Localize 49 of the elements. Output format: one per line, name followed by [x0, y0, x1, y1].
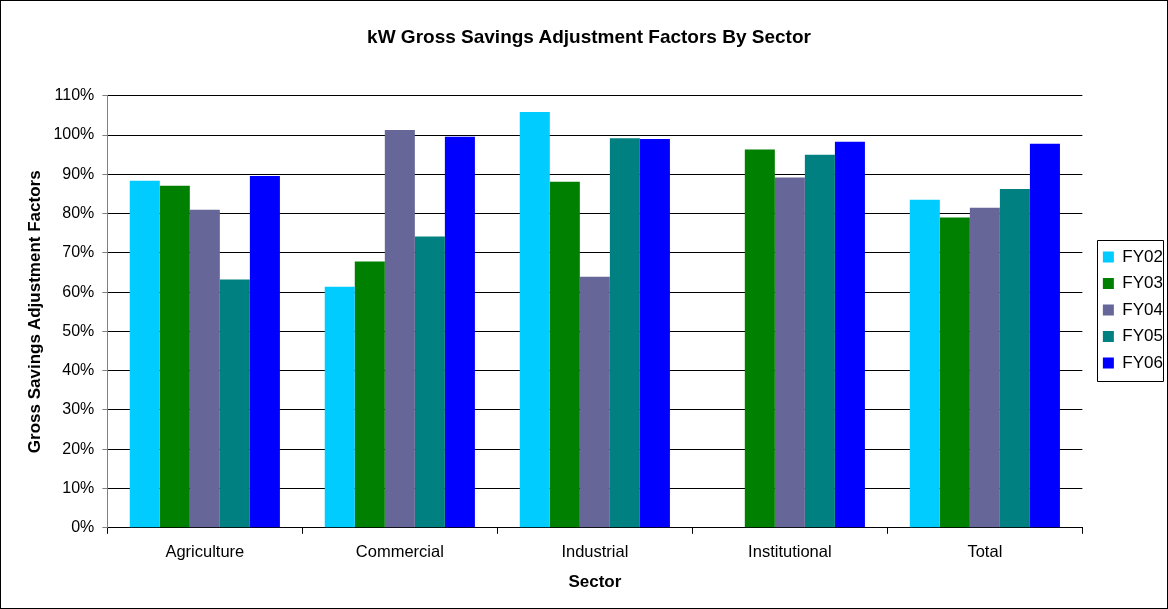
x-tick-label: Industrial: [561, 542, 629, 561]
bar: [969, 207, 1000, 528]
bar: [519, 111, 550, 528]
y-tick-label: 40%: [62, 361, 95, 379]
bar: [324, 286, 355, 528]
bar: [999, 188, 1030, 528]
bar: [804, 154, 835, 528]
x-tick-label: Total: [967, 542, 1003, 561]
legend-label: FY02: [1122, 246, 1164, 266]
legend-label: FY06: [1122, 352, 1164, 372]
y-tick-label: 110%: [54, 86, 95, 104]
legend-label: FY03: [1122, 273, 1164, 293]
bar: [834, 141, 865, 528]
bar: [249, 175, 280, 528]
y-tick-label: 0%: [71, 518, 95, 536]
bar: [159, 185, 190, 528]
y-tick-label: 70%: [62, 243, 95, 261]
x-tick-label: Institutional: [748, 542, 832, 561]
bar: [354, 261, 385, 528]
y-tick-label: 80%: [62, 204, 95, 222]
bar: [549, 181, 580, 528]
bar: [744, 149, 775, 528]
bar: [1029, 143, 1060, 528]
x-axis-title: Sector: [568, 572, 622, 592]
legend-label: FY04: [1122, 299, 1164, 319]
x-tick-label: Agriculture: [165, 542, 245, 561]
bar: [414, 236, 445, 528]
bar: [189, 209, 220, 528]
chart-title: kW Gross Savings Adjustment Factors By Sector: [367, 25, 812, 47]
bar: [774, 177, 805, 528]
bar: [939, 217, 970, 528]
bar: [384, 129, 415, 528]
bar: [909, 199, 940, 528]
bar: [639, 139, 670, 528]
bar: [129, 180, 160, 528]
y-tick-label: 20%: [62, 439, 95, 457]
bar: [579, 276, 610, 528]
y-tick-label: 60%: [62, 282, 95, 300]
bar: [444, 136, 475, 528]
y-axis-title: Gross Savings Adjustment Factors: [24, 170, 44, 454]
x-tick-label: Commercial: [355, 542, 444, 561]
legend-label: FY05: [1122, 326, 1164, 346]
y-tick-label: 10%: [62, 478, 95, 496]
y-tick-label: 90%: [62, 164, 95, 182]
y-tick-label: 30%: [62, 400, 95, 418]
bar: [609, 138, 640, 528]
bar: [219, 279, 250, 528]
y-tick-label: 50%: [62, 321, 95, 339]
y-tick-label: 100%: [53, 125, 95, 143]
